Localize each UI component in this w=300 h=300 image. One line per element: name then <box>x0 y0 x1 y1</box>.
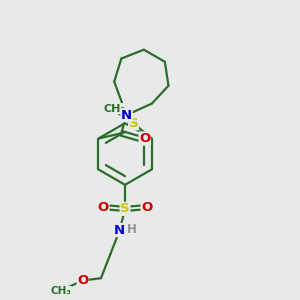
Text: N: N <box>114 224 125 236</box>
Text: S: S <box>129 117 138 130</box>
Text: O: O <box>141 201 152 214</box>
Text: O: O <box>98 201 109 214</box>
Text: O: O <box>139 132 150 145</box>
Text: CH₃: CH₃ <box>104 103 126 114</box>
Text: S: S <box>120 202 130 215</box>
Text: N: N <box>121 109 132 122</box>
Text: O: O <box>77 274 88 287</box>
Text: CH₃: CH₃ <box>50 286 71 296</box>
Text: H: H <box>127 223 137 236</box>
